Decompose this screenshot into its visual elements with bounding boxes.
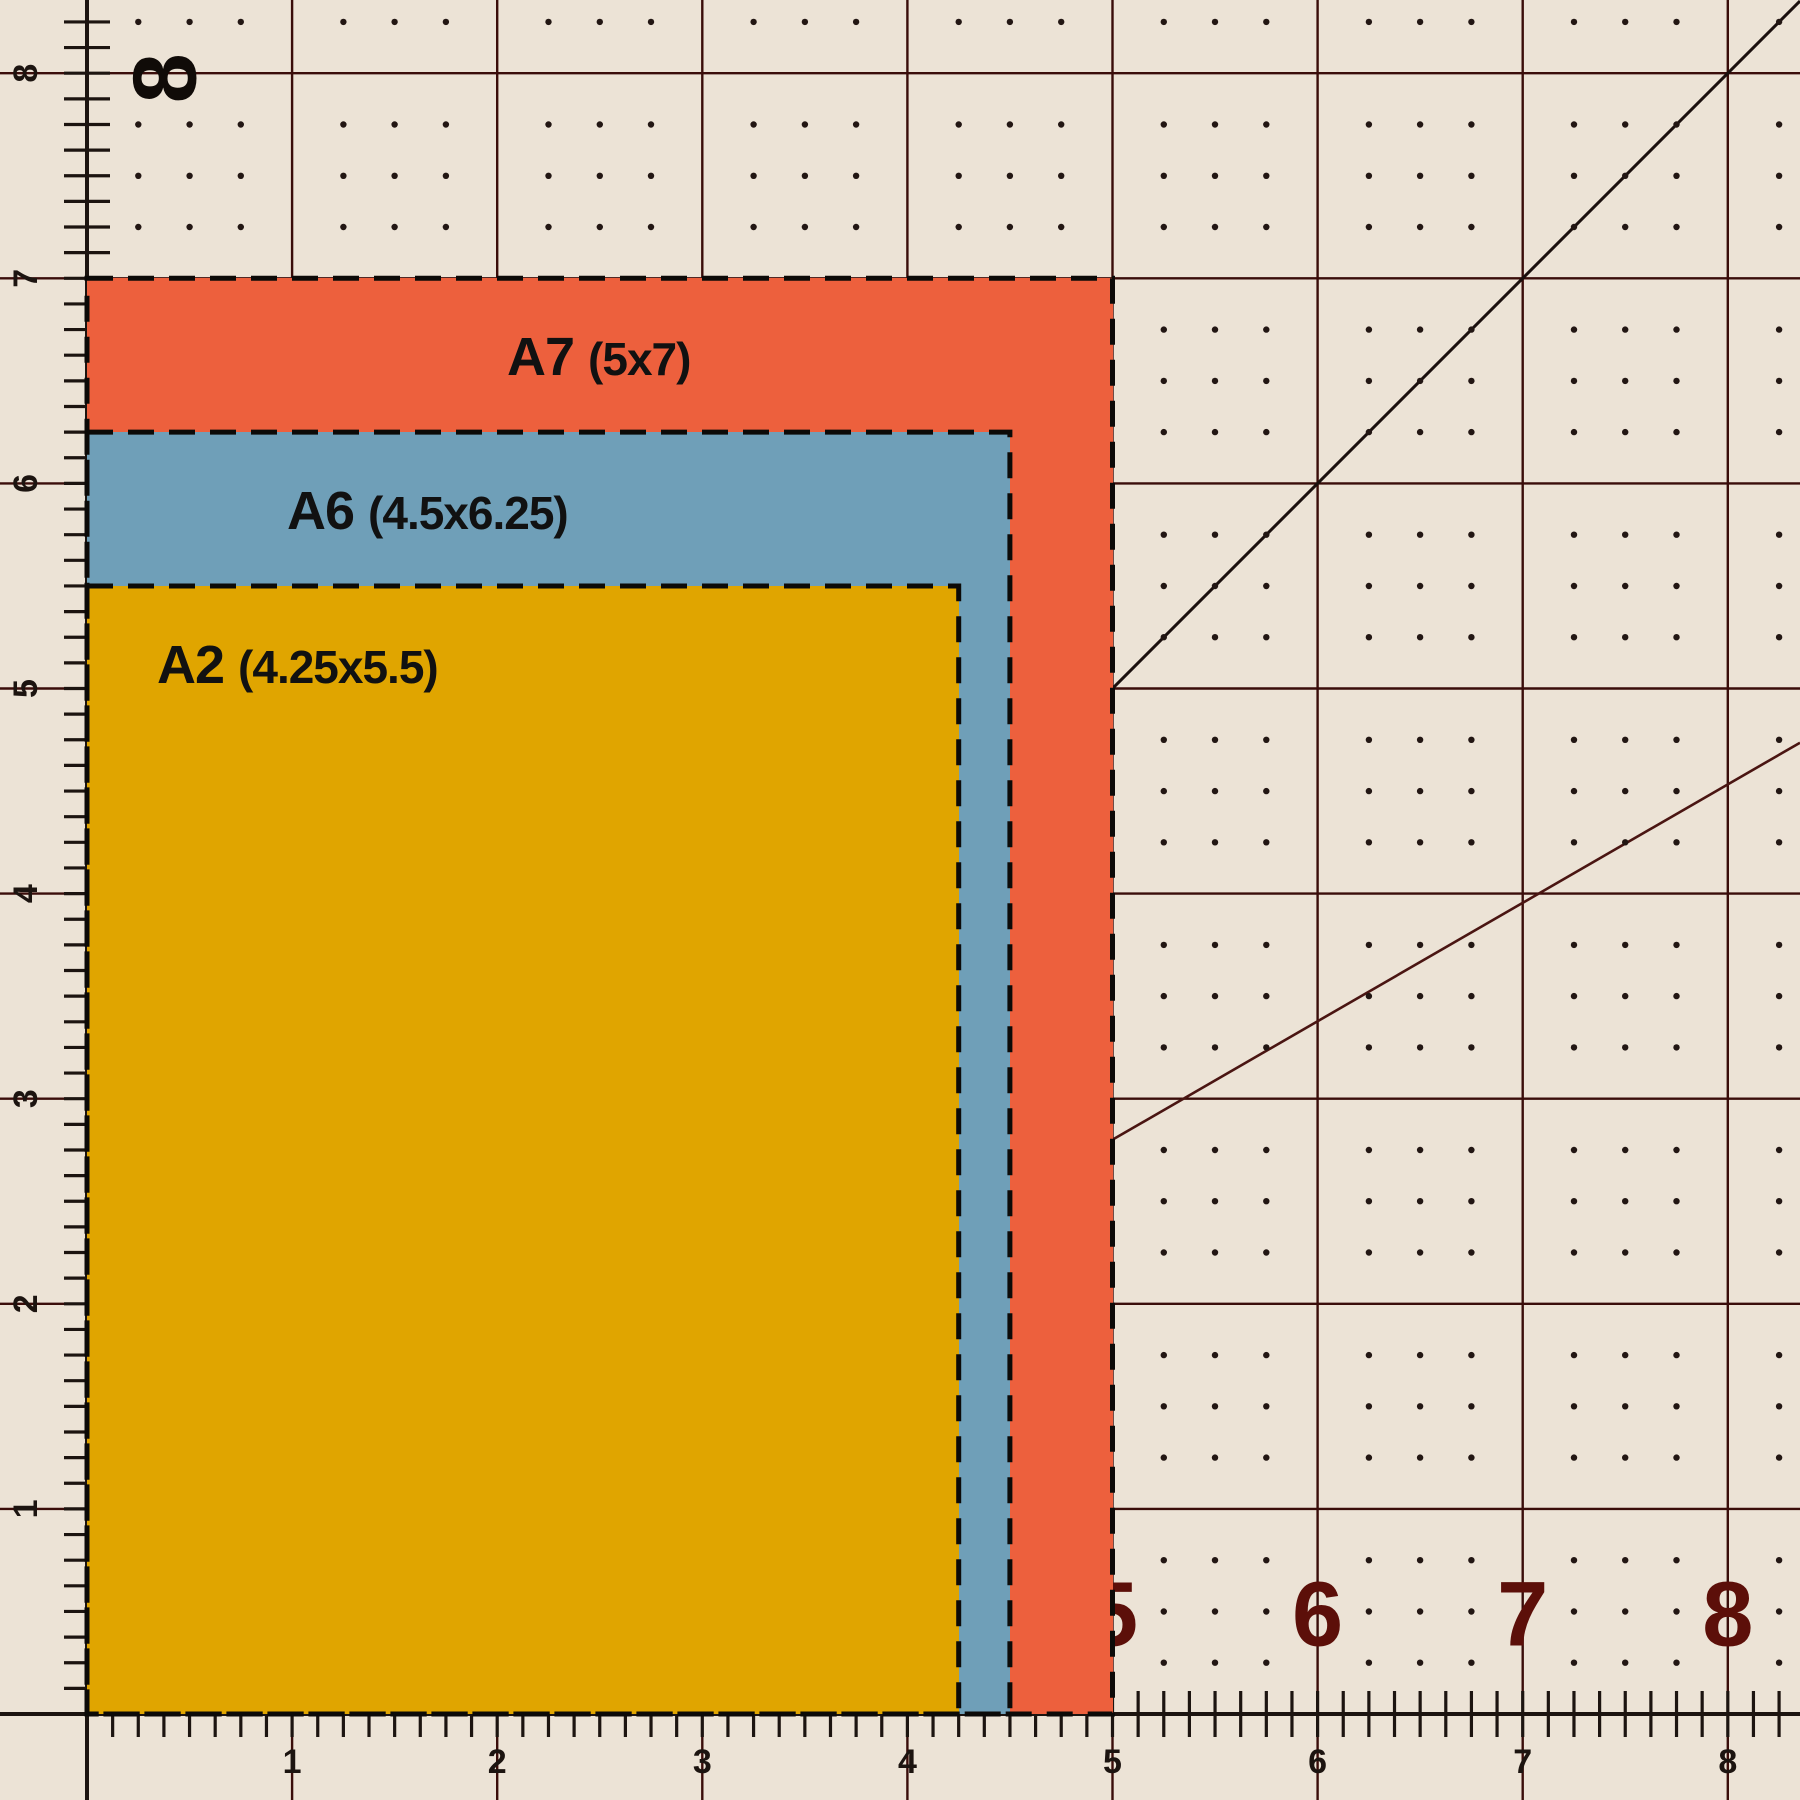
svg-text:6: 6	[1292, 1564, 1343, 1666]
svg-text:6: 6	[7, 474, 45, 493]
svg-text:7: 7	[7, 269, 45, 288]
svg-text:1: 1	[7, 1499, 45, 1518]
svg-text:8: 8	[7, 64, 45, 83]
svg-text:4: 4	[898, 1743, 917, 1781]
svg-text:7: 7	[1513, 1743, 1532, 1781]
svg-text:5: 5	[7, 679, 45, 698]
svg-text:8: 8	[116, 53, 216, 103]
svg-text:2: 2	[7, 1294, 45, 1313]
svg-text:8: 8	[1702, 1564, 1753, 1666]
svg-text:3: 3	[7, 1089, 45, 1108]
svg-text:5: 5	[1103, 1743, 1122, 1781]
svg-text:1: 1	[283, 1743, 302, 1781]
svg-text:7: 7	[1497, 1564, 1548, 1666]
svg-text:4: 4	[7, 884, 45, 903]
svg-text:6: 6	[1308, 1743, 1327, 1781]
svg-text:2: 2	[488, 1743, 507, 1781]
svg-text:8: 8	[1718, 1743, 1737, 1781]
svg-text:3: 3	[693, 1743, 712, 1781]
